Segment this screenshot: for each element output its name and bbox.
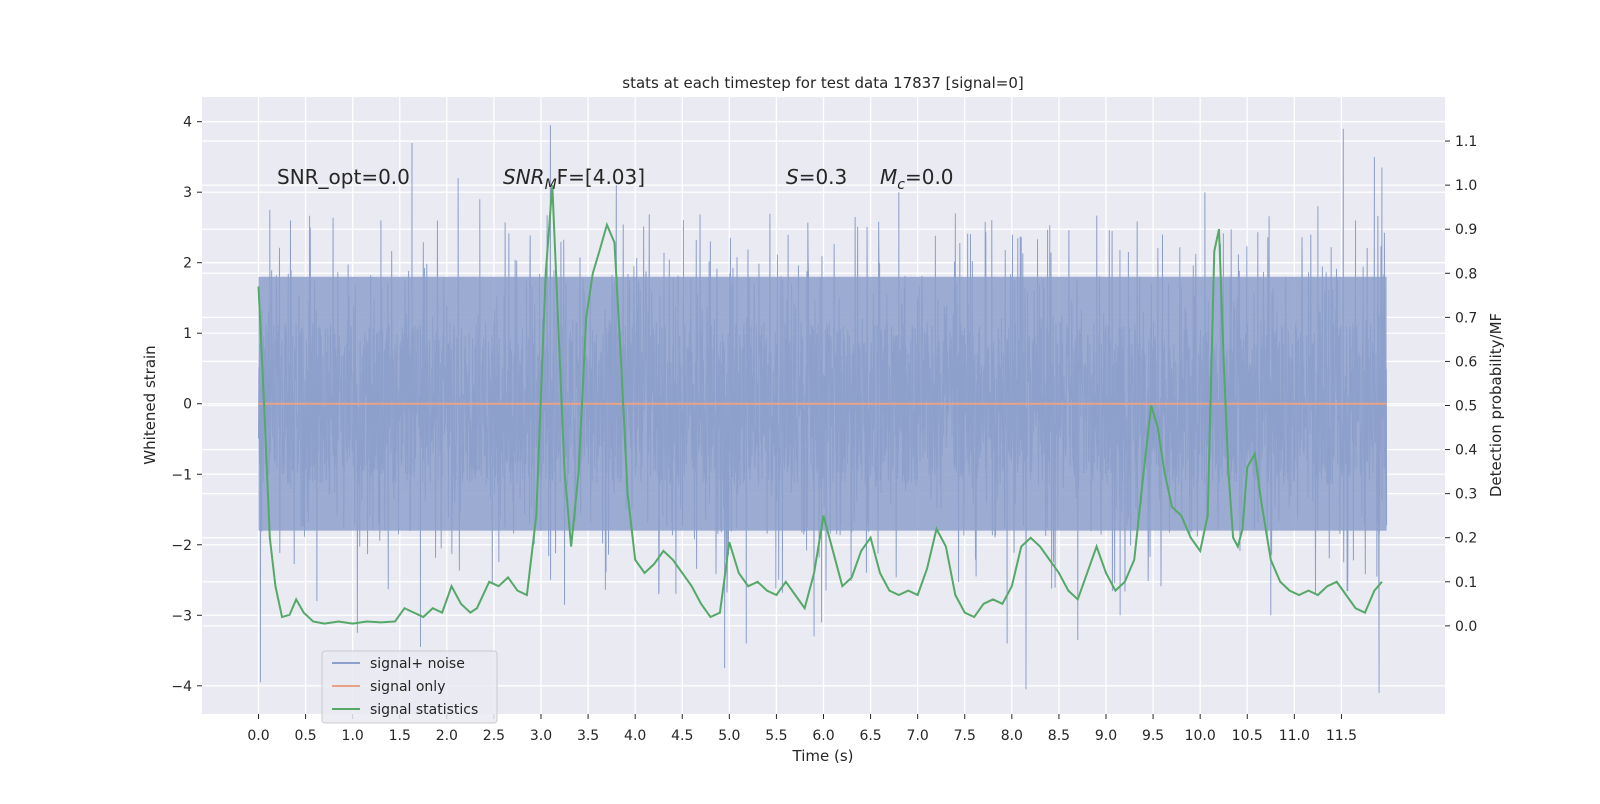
- x-tick-label: 7.5: [954, 728, 976, 744]
- y-tick-label: −1: [171, 467, 192, 483]
- x-tick-label: 9.5: [1142, 728, 1164, 744]
- annotation-s: S=0.3: [786, 165, 847, 189]
- snr-mf-base: SNR: [503, 165, 545, 189]
- mc-sub: c: [897, 177, 905, 193]
- y-tick-label: 1: [183, 326, 192, 342]
- s-rest: =0.3: [799, 165, 848, 189]
- y2-tick-label: 0.4: [1455, 443, 1477, 459]
- y-tick-label: 0: [183, 397, 192, 413]
- signal-statistics-line: [257, 185, 1383, 625]
- y2-tick-label: 0.0: [1455, 619, 1477, 635]
- y-tick-label: −2: [171, 538, 192, 554]
- y2-axis-label: Detection probability/MF: [1487, 313, 1505, 497]
- annotation-snr-opt: SNR_opt=0.0: [277, 165, 410, 189]
- x-tick-label: 10.5: [1232, 728, 1263, 744]
- y-axis-right: 1.1 1.0 0.9 0.8 0.7 0.6 0.5 0.4 0.3 0.2 0.1 0.0: [1445, 134, 1477, 635]
- snr-mf-sub: M: [545, 177, 557, 193]
- annotation-mc: Mc=0.0: [880, 165, 954, 193]
- x-tick-label: 11.5: [1326, 728, 1357, 744]
- x-axis-label: Time (s): [792, 747, 854, 765]
- x-tick-label: 9.0: [1095, 728, 1117, 744]
- x-tick-label: 11.0: [1279, 728, 1310, 744]
- y2-tick-label: 0.1: [1455, 575, 1477, 591]
- y2-tick-label: 1.0: [1455, 178, 1477, 194]
- legend-label-statistics: signal statistics: [370, 702, 478, 718]
- x-tick-label: 2.0: [436, 728, 458, 744]
- snr-mf-rest: F=[4.03]: [557, 165, 645, 189]
- x-tick-label: 1.0: [342, 728, 364, 744]
- annotation-snr-mf: SNRMF=[4.03]: [503, 165, 645, 193]
- y-axis-label: Whitened strain: [141, 345, 159, 464]
- x-axis: 0.0 0.5 1.0 1.5 2.0 2.5 3.0 3.5 4.0 4.5 5.0 5.5 6.0 6…: [247, 714, 1357, 744]
- x-tick-label: 8.0: [1001, 728, 1023, 744]
- x-tick-label: 0.0: [247, 728, 269, 744]
- y2-tick-label: 0.6: [1455, 354, 1477, 370]
- x-tick-label: 8.5: [1048, 728, 1070, 744]
- y-tick-label: 3: [183, 185, 192, 201]
- y-tick-label: 4: [183, 115, 192, 131]
- y-axis-left: 4 3 2 1 0 −1 −2 −3 −4: [171, 115, 202, 695]
- x-tick-label: 3.5: [577, 728, 599, 744]
- chart-title: stats at each timestep for test data 178…: [622, 74, 1023, 92]
- y2-tick-label: 0.2: [1455, 531, 1477, 547]
- x-tick-label: 0.5: [294, 728, 316, 744]
- x-tick-label: 6.5: [859, 728, 881, 744]
- legend-label-signal-only: signal only: [370, 679, 445, 695]
- mc-label: M: [880, 165, 897, 189]
- y-tick-label: −3: [171, 608, 192, 624]
- y2-tick-label: 0.3: [1455, 487, 1477, 503]
- x-tick-label: 5.0: [718, 728, 740, 744]
- x-tick-label: 4.5: [671, 728, 693, 744]
- legend-label-noise: signal+ noise: [370, 656, 465, 672]
- x-tick-label: 1.5: [389, 728, 411, 744]
- x-tick-label: 2.5: [483, 728, 505, 744]
- y2-tick-label: 0.8: [1455, 266, 1477, 282]
- mc-rest: =0.0: [905, 165, 954, 189]
- x-tick-label: 6.0: [812, 728, 834, 744]
- x-tick-label: 3.0: [530, 728, 552, 744]
- y2-tick-label: 0.9: [1455, 222, 1477, 238]
- y2-tick-label: 0.5: [1455, 399, 1477, 415]
- x-tick-label: 5.5: [765, 728, 787, 744]
- x-tick-label: 4.0: [624, 728, 646, 744]
- y-tick-label: −4: [171, 679, 192, 695]
- legend-box: [321, 650, 498, 724]
- legend: signal+ noise signal only signal statist…: [321, 650, 498, 724]
- y2-tick-label: 0.7: [1455, 310, 1477, 326]
- x-tick-label: 7.0: [907, 728, 929, 744]
- s-label: S: [786, 165, 799, 189]
- plot-area: [257, 125, 1388, 693]
- x-tick-label: 10.0: [1185, 728, 1216, 744]
- y2-tick-label: 1.1: [1455, 134, 1477, 150]
- y-tick-label: 2: [183, 256, 192, 272]
